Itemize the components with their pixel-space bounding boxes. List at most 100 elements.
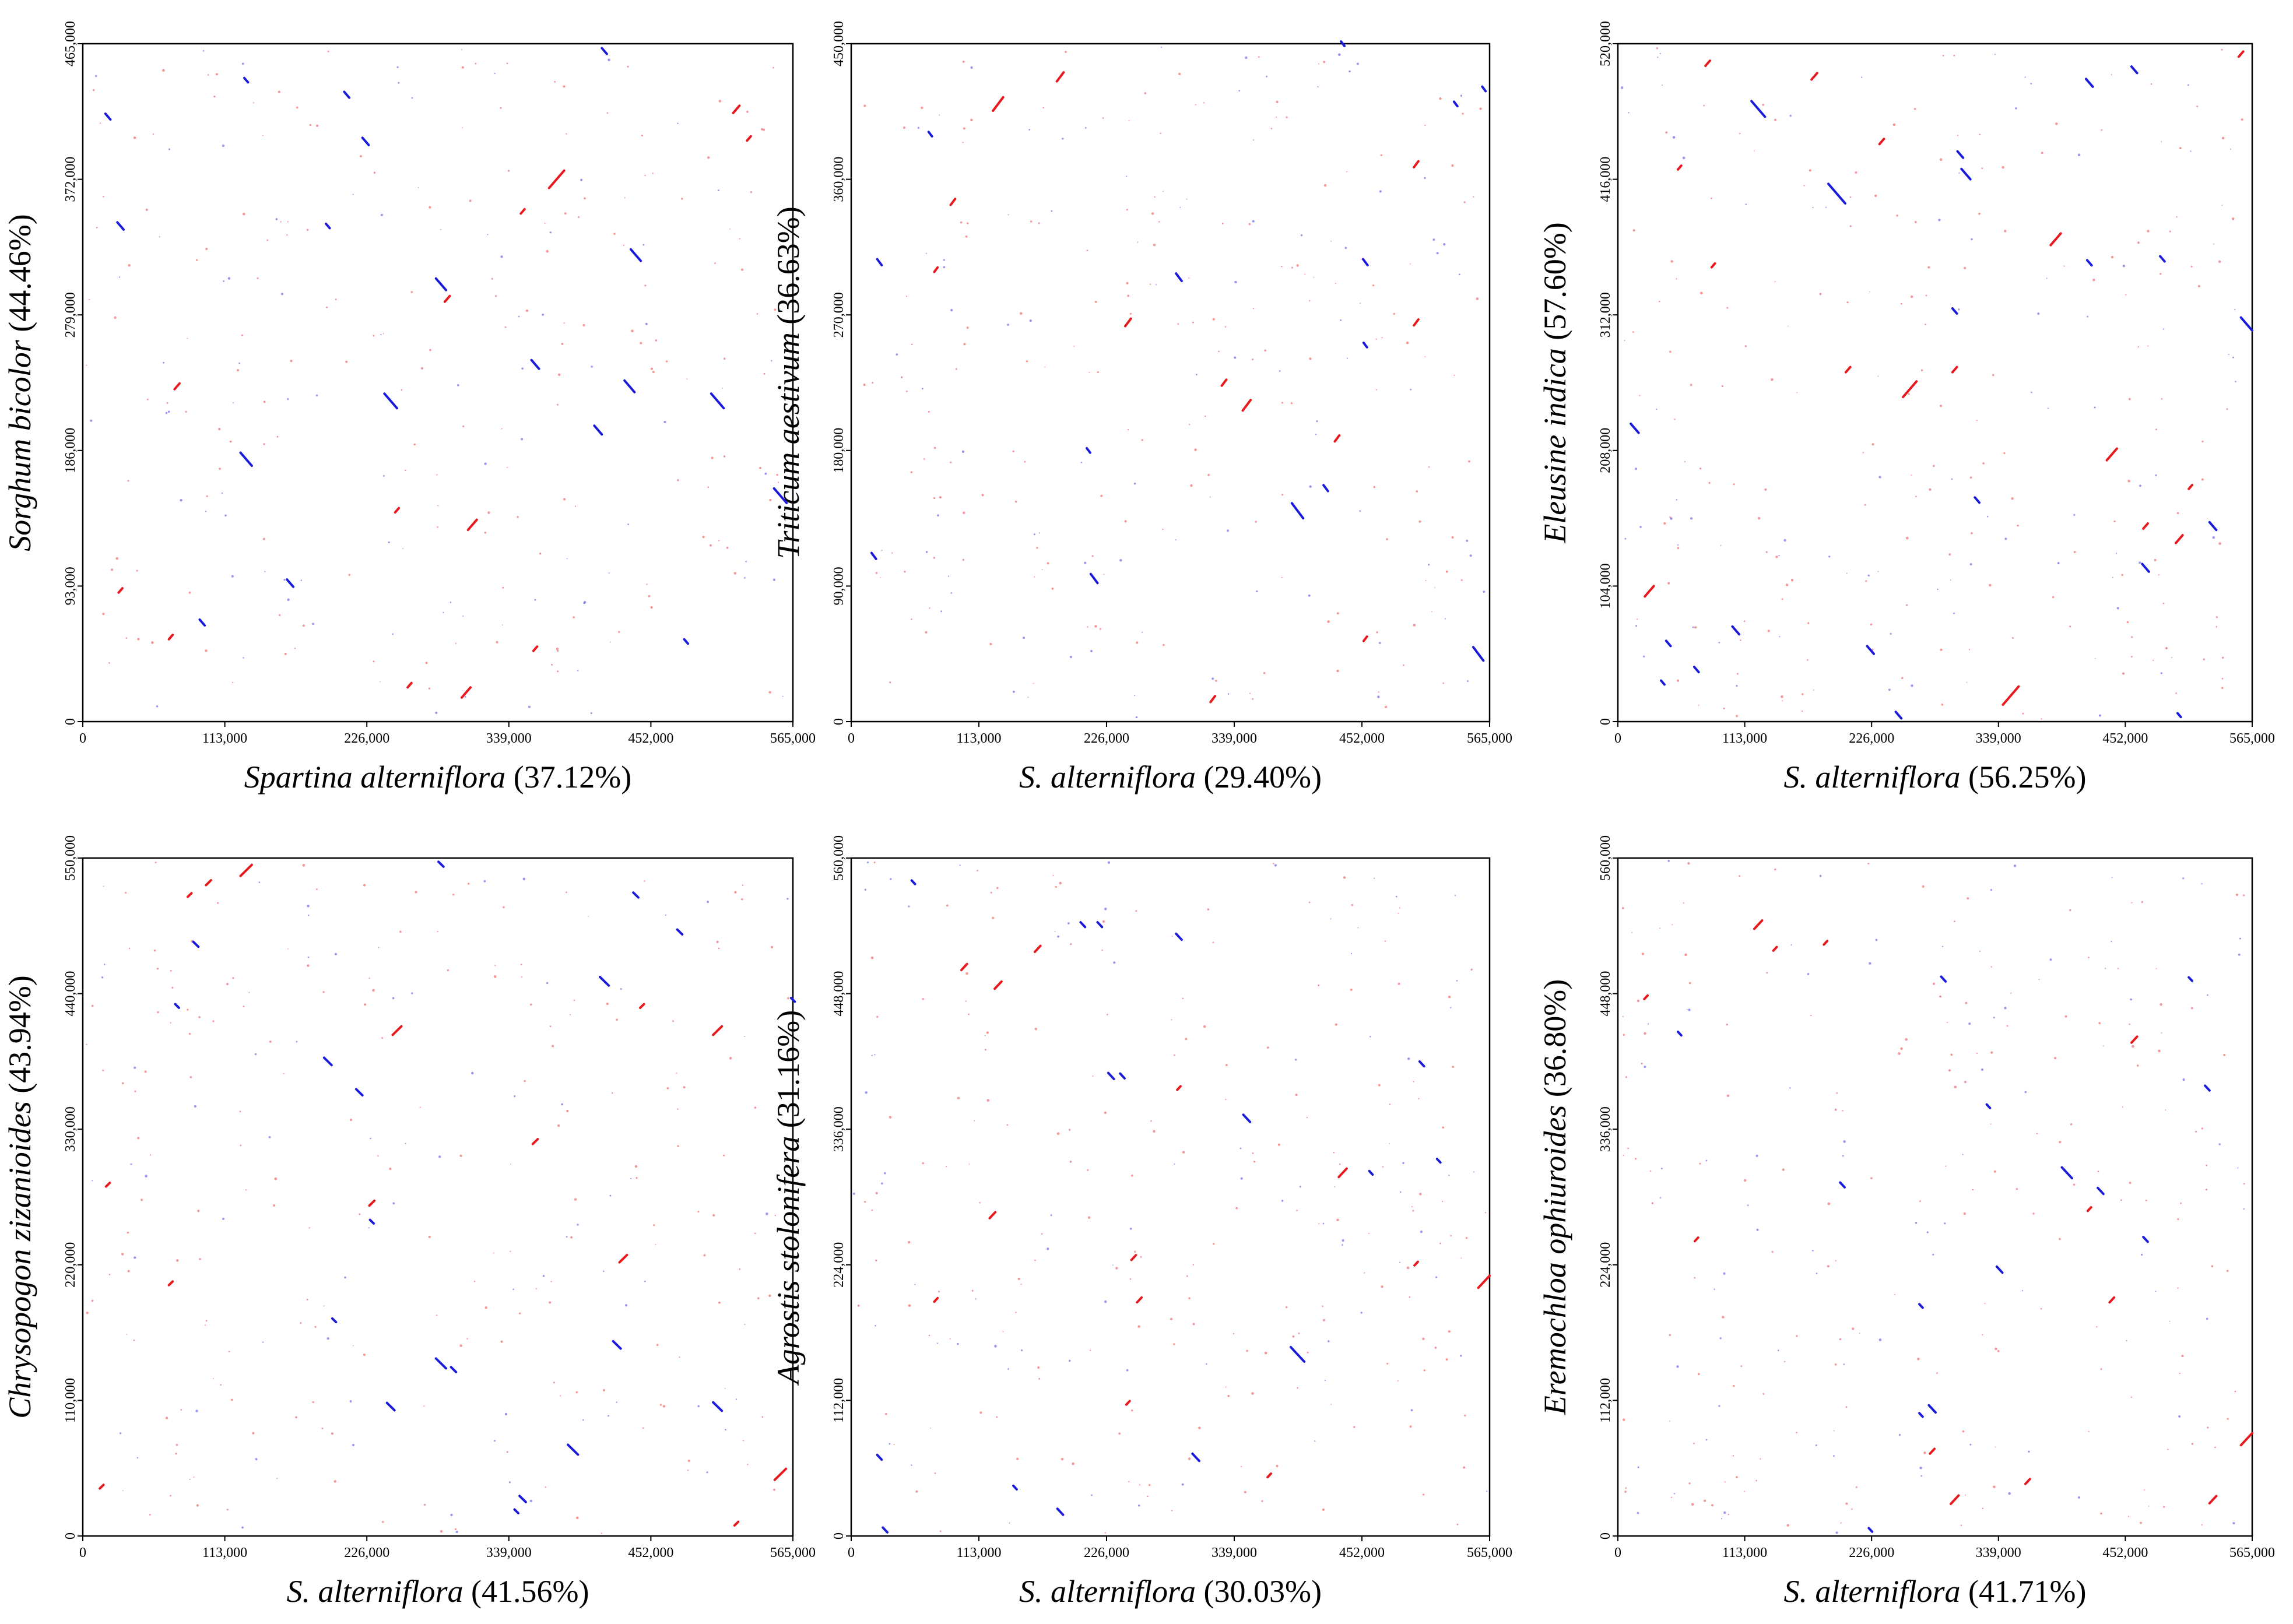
background-dot (1270, 128, 1273, 129)
background-dot (1966, 681, 1968, 683)
background-dot (2092, 279, 2095, 282)
background-dot (263, 443, 265, 445)
background-dot (253, 102, 255, 104)
background-dot (170, 1495, 171, 1497)
background-dot (582, 324, 585, 327)
background-dot (1950, 1053, 1953, 1056)
background-dot (1428, 564, 1430, 566)
background-dot (380, 681, 381, 683)
reverse-match-segment (174, 1003, 180, 1009)
x-tick-label: 452,000 (1339, 731, 1385, 746)
reverse-match-segment (1918, 1412, 1924, 1418)
background-dot (1170, 1317, 1173, 1320)
background-dot (378, 947, 380, 948)
background-dot (1179, 206, 1181, 208)
background-dot (1624, 1491, 1627, 1493)
background-dot (2218, 1143, 2221, 1145)
background-dot (205, 1324, 206, 1326)
background-dot (934, 1472, 936, 1474)
background-dot (566, 891, 567, 894)
background-dot (90, 419, 93, 422)
background-dot (1767, 630, 1770, 632)
background-dot (1644, 1032, 1646, 1035)
background-dot (1933, 465, 1935, 467)
background-dot (1859, 1333, 1860, 1334)
background-dot (171, 986, 174, 989)
background-dot (2159, 273, 2162, 275)
background-dot (1989, 583, 1992, 587)
background-dot (1127, 429, 1129, 431)
background-dot (1984, 1303, 1986, 1305)
background-dot (2141, 1253, 2143, 1256)
background-dot (1755, 1479, 1757, 1482)
forward-match-segment (1477, 1274, 1491, 1289)
background-dot (1843, 1140, 1846, 1143)
background-dot (1699, 1162, 1701, 1165)
background-dot (222, 1217, 224, 1220)
y-tick-label: 0 (1598, 718, 1613, 725)
background-dot (1244, 1491, 1246, 1493)
background-dot (1439, 97, 1442, 100)
background-dot (372, 989, 375, 992)
background-dot (774, 1214, 776, 1217)
background-dot (1917, 1358, 1920, 1361)
background-dot (145, 208, 148, 211)
background-dot (1992, 374, 1994, 377)
background-dot (744, 1036, 746, 1037)
dotplot-panel-bottom-left: 0 113,000 226,000 339,000 452,000 565,0000110… (2, 835, 816, 1609)
y-tick-label: 93,000 (63, 567, 78, 605)
background-dot (1736, 685, 1738, 687)
background-dot (2078, 1496, 2080, 1499)
background-dot (1812, 207, 1814, 208)
background-dot (573, 999, 575, 1001)
background-dot (1783, 539, 1786, 542)
background-dot (1119, 559, 1122, 562)
background-dot (2221, 136, 2225, 140)
background-dot (2004, 230, 2007, 233)
background-dot (1689, 982, 1691, 985)
background-dot (583, 602, 585, 604)
background-dot (462, 425, 465, 428)
x-tick-label: 113,000 (202, 731, 247, 746)
background-dot (212, 1020, 215, 1022)
y-tick-label: 560,000 (831, 835, 847, 881)
background-dot (2139, 561, 2141, 564)
reverse-match-segment (513, 1508, 519, 1514)
background-dot (2111, 877, 2113, 878)
background-dot (1851, 1508, 1853, 1510)
background-dot (1852, 1327, 1855, 1330)
background-dot (1065, 51, 1067, 53)
background-dot (217, 902, 219, 904)
background-dot (370, 1137, 371, 1140)
background-dot (546, 249, 549, 253)
background-dot (875, 1259, 877, 1261)
background-dot (1059, 881, 1062, 885)
background-dot (321, 1428, 324, 1429)
background-dot (514, 1095, 516, 1098)
background-dot (554, 81, 556, 83)
background-dot (1309, 485, 1312, 488)
background-dot (1723, 1511, 1726, 1514)
forward-match-segment (2239, 1432, 2253, 1447)
background-dot (1370, 1036, 1371, 1038)
background-dot (1906, 536, 1909, 540)
background-dot (1249, 693, 1251, 694)
background-dot (1890, 632, 1892, 635)
y-axis-percent: (57.60%) (1537, 222, 1572, 348)
background-dot (1266, 1046, 1269, 1049)
reverse-match-segment (450, 1366, 458, 1373)
background-dot (2180, 1202, 2182, 1204)
background-dot (1677, 544, 1679, 546)
background-dot (1625, 1487, 1627, 1489)
background-dot (557, 373, 561, 376)
background-dot (115, 557, 118, 560)
background-dot (1344, 247, 1347, 249)
background-dot (493, 1252, 494, 1254)
background-dot (504, 326, 507, 328)
background-dot (890, 878, 892, 880)
background-dot (957, 1342, 959, 1345)
background-dot (1203, 1025, 1206, 1028)
background-dot (2036, 1133, 2038, 1135)
background-dot (2206, 1164, 2207, 1166)
background-dot (276, 1478, 278, 1479)
